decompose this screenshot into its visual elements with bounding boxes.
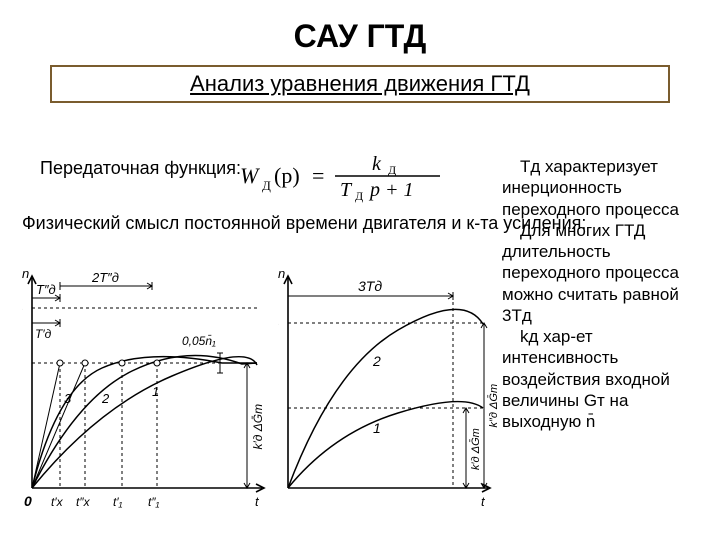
chart-right: n̄tn̄₁n̄₂3Tд12k′д ΔḠтk″д ΔḠт	[278, 268, 498, 513]
svg-text:2: 2	[372, 353, 381, 369]
svg-text:T″д: T″д	[36, 282, 56, 297]
svg-text:1: 1	[373, 420, 381, 436]
side-p1: Тд характеризует инерционность переходно…	[502, 156, 707, 220]
formula-num-k: k	[372, 153, 382, 175]
svg-text:n̄: n̄	[278, 268, 285, 281]
formula-den-rest: p + 1	[368, 179, 414, 201]
svg-text:t″₁: t″₁	[148, 495, 160, 509]
formula-den-sub: Д	[355, 189, 363, 203]
formula-w: W	[240, 163, 260, 188]
formula-sub1: Д	[262, 178, 271, 193]
svg-text:3: 3	[64, 391, 72, 406]
formula-num-sub: Д	[388, 163, 396, 177]
transfer-function-label: Передаточная функция:	[40, 158, 241, 179]
page-title: САУ ГТД	[0, 18, 720, 55]
svg-text:3Tд: 3Tд	[358, 278, 382, 294]
svg-text:n̄: n̄	[22, 268, 29, 281]
svg-text:k′д ΔḠт: k′д ΔḠт	[469, 428, 482, 470]
svg-text:2: 2	[101, 391, 110, 406]
chart-left: n̄t0n̄₁n̄₂0,05n̄₁T″д2T″дT′д321t′xt″xt′₁t…	[22, 268, 267, 513]
transfer-function-formula: W Д (p) = k Д T Д p + 1	[240, 148, 450, 203]
svg-text:0: 0	[24, 493, 32, 509]
side-p3: kд хар-ет интенсивность воздействия вход…	[502, 326, 707, 432]
subtitle: Анализ уравнения движения ГТД	[50, 65, 670, 103]
formula-arg: (p)	[274, 163, 300, 188]
svg-text:0,05n̄₁: 0,05n̄₁	[182, 334, 216, 348]
svg-text:t″x: t″x	[76, 495, 91, 509]
svg-text:1: 1	[152, 384, 159, 399]
svg-text:k″д ΔḠт: k″д ΔḠт	[487, 384, 498, 428]
svg-text:t: t	[255, 494, 260, 509]
svg-text:2T″д: 2T″д	[91, 270, 119, 285]
svg-text:t: t	[481, 494, 486, 509]
svg-text:k′д ΔḠт: k′д ΔḠт	[251, 404, 265, 450]
svg-text:T′д: T′д	[35, 327, 52, 341]
svg-text:t′₁: t′₁	[113, 495, 123, 509]
side-p2: Для многих ГТД длительность переходного …	[502, 220, 707, 326]
side-text: Тд характеризует инерционность переходно…	[502, 156, 707, 432]
formula-den-t: T	[340, 179, 353, 201]
svg-text:t′x: t′x	[51, 495, 64, 509]
formula-eq: =	[312, 163, 324, 188]
